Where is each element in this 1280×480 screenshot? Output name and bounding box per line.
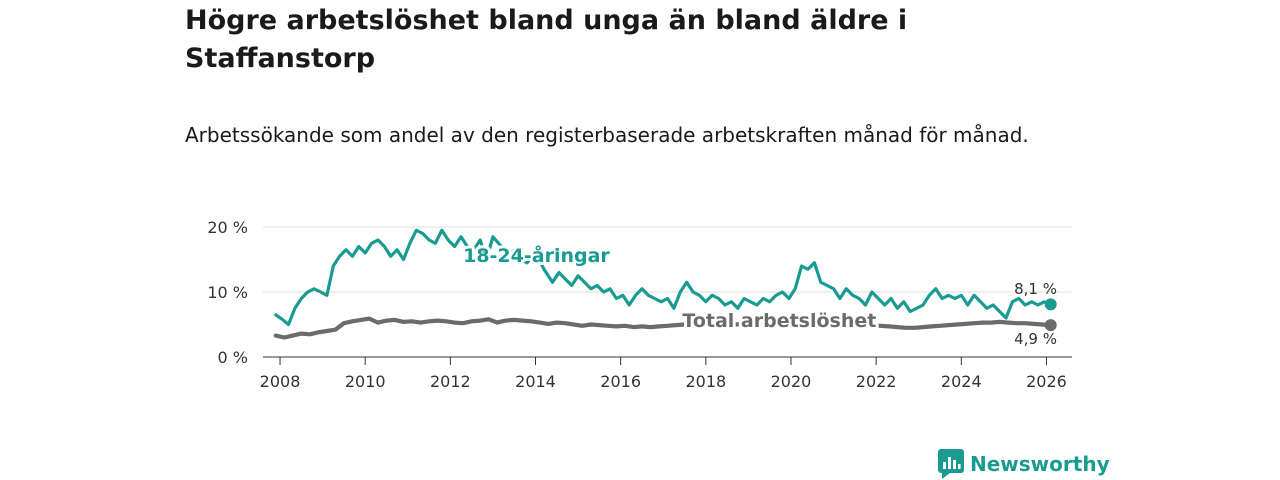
newsworthy-logo-icon (938, 449, 964, 479)
page-title: Högre arbetslöshet bland unga än bland ä… (185, 5, 908, 74)
newsworthy-logo[interactable]: Newsworthy (938, 449, 1110, 479)
total-series-line (273, 316, 1053, 340)
x-tick-label: 2018 (685, 372, 726, 391)
x-tick-label: 2010 (345, 372, 386, 391)
total-end-marker (1044, 319, 1057, 332)
x-tick-label: 2016 (600, 372, 641, 391)
series-lines (273, 228, 1057, 340)
total-series-label: Total arbetslöshet (682, 310, 876, 332)
x-tick-label: 2020 (771, 372, 812, 391)
x-tick-label: 2024 (941, 372, 982, 391)
x-tick-label: 2022 (856, 372, 897, 391)
youth-series-label: 18-24-åringar (463, 243, 610, 267)
youth-end-marker (1044, 298, 1057, 311)
x-axis (263, 356, 1072, 365)
brand-name: Newsworthy (970, 452, 1110, 476)
x-tick-label: 2012 (430, 372, 471, 391)
x-tick-label: 2014 (515, 372, 556, 391)
youth-end-value-label: 8,1 % (1014, 280, 1057, 298)
y-tick-label: 20 % (207, 218, 248, 237)
chart-labels: 0 % 10 % 20 % 2008 2010 2012 2014 2016 2018 2020 2… (207, 218, 1066, 391)
total-end-value-label: 4,9 % (1014, 330, 1057, 348)
x-tick-label: 2008 (260, 372, 301, 391)
page-subtitle: Arbetssökande som andel av den registerb… (185, 123, 1029, 147)
y-tick-label: 10 % (207, 283, 248, 302)
youth-series-line (274, 228, 1053, 327)
grid (263, 226, 1072, 293)
y-tick-label: 0 % (218, 348, 248, 367)
x-tick-label: 2026 (1026, 372, 1067, 391)
